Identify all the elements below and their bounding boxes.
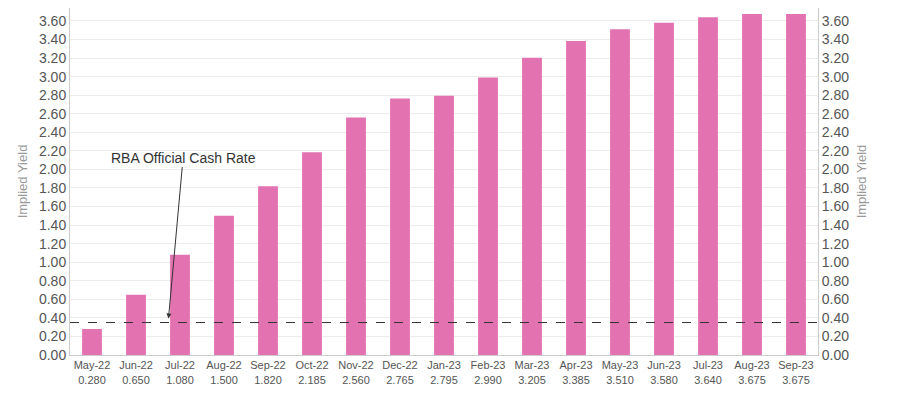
svg-text:0.60: 0.60 <box>822 291 849 307</box>
svg-text:3.00: 3.00 <box>39 69 66 85</box>
svg-text:3.60: 3.60 <box>822 13 849 29</box>
svg-text:Jul-233.640: Jul-233.640 <box>693 359 723 385</box>
svg-text:0.20: 0.20 <box>39 328 66 344</box>
svg-text:Dec-222.765: Dec-222.765 <box>382 359 417 385</box>
svg-text:Nov-222.560: Nov-222.560 <box>338 359 373 385</box>
svg-text:Feb-232.990: Feb-232.990 <box>471 359 506 385</box>
svg-text:1.40: 1.40 <box>822 217 849 233</box>
svg-text:1.80: 1.80 <box>39 180 66 196</box>
svg-text:Mar-233.205: Mar-233.205 <box>515 359 550 385</box>
svg-text:0.60: 0.60 <box>39 291 66 307</box>
svg-text:0.00: 0.00 <box>39 347 66 363</box>
svg-text:3.20: 3.20 <box>822 50 849 66</box>
svg-text:Aug-233.675: Aug-233.675 <box>734 359 769 385</box>
svg-text:Jan-232.795: Jan-232.795 <box>427 359 461 385</box>
svg-text:2.80: 2.80 <box>39 87 66 103</box>
svg-text:1.20: 1.20 <box>822 236 849 252</box>
svg-text:0.00: 0.00 <box>822 347 849 363</box>
svg-text:Aug-221.500: Aug-221.500 <box>206 359 241 385</box>
svg-text:0.80: 0.80 <box>822 273 849 289</box>
svg-text:Jun-233.580: Jun-233.580 <box>647 359 681 385</box>
svg-text:2.20: 2.20 <box>39 143 66 159</box>
svg-text:May-220.280: May-220.280 <box>74 359 111 385</box>
svg-text:2.40: 2.40 <box>822 124 849 140</box>
svg-text:2.60: 2.60 <box>822 106 849 122</box>
svg-text:Implied Yield: Implied Yield <box>15 145 30 219</box>
svg-text:3.40: 3.40 <box>39 31 66 47</box>
svg-text:1.60: 1.60 <box>822 198 849 214</box>
svg-text:1.60: 1.60 <box>39 198 66 214</box>
svg-text:Oct-222.185: Oct-222.185 <box>295 359 328 385</box>
svg-text:1.00: 1.00 <box>822 254 849 270</box>
svg-text:Jun-220.650: Jun-220.650 <box>119 359 153 385</box>
svg-text:1.20: 1.20 <box>39 236 66 252</box>
svg-text:2.00: 2.00 <box>822 161 849 177</box>
svg-text:RBA Official Cash Rate: RBA Official Cash Rate <box>111 150 256 166</box>
svg-text:1.00: 1.00 <box>39 254 66 270</box>
svg-text:0.40: 0.40 <box>822 310 849 326</box>
svg-text:1.40: 1.40 <box>39 217 66 233</box>
svg-text:2.80: 2.80 <box>822 87 849 103</box>
svg-text:3.40: 3.40 <box>822 31 849 47</box>
svg-text:Jul-221.080: Jul-221.080 <box>165 359 195 385</box>
svg-text:1.80: 1.80 <box>822 180 849 196</box>
svg-text:2.60: 2.60 <box>39 106 66 122</box>
svg-text:Sep-233.675: Sep-233.675 <box>778 359 813 385</box>
svg-text:3.60: 3.60 <box>39 13 66 29</box>
svg-text:0.20: 0.20 <box>822 328 849 344</box>
svg-text:0.80: 0.80 <box>39 273 66 289</box>
svg-text:3.20: 3.20 <box>39 50 66 66</box>
svg-text:Sep-221.820: Sep-221.820 <box>250 359 285 385</box>
svg-text:May-233.510: May-233.510 <box>602 359 639 385</box>
svg-text:0.40: 0.40 <box>39 310 66 326</box>
svg-text:2.40: 2.40 <box>39 124 66 140</box>
svg-text:Apr-233.385: Apr-233.385 <box>559 359 592 385</box>
svg-text:2.20: 2.20 <box>822 143 849 159</box>
svg-text:3.00: 3.00 <box>822 69 849 85</box>
svg-text:2.00: 2.00 <box>39 161 66 177</box>
svg-text:Implied Yield: Implied Yield <box>854 145 869 219</box>
